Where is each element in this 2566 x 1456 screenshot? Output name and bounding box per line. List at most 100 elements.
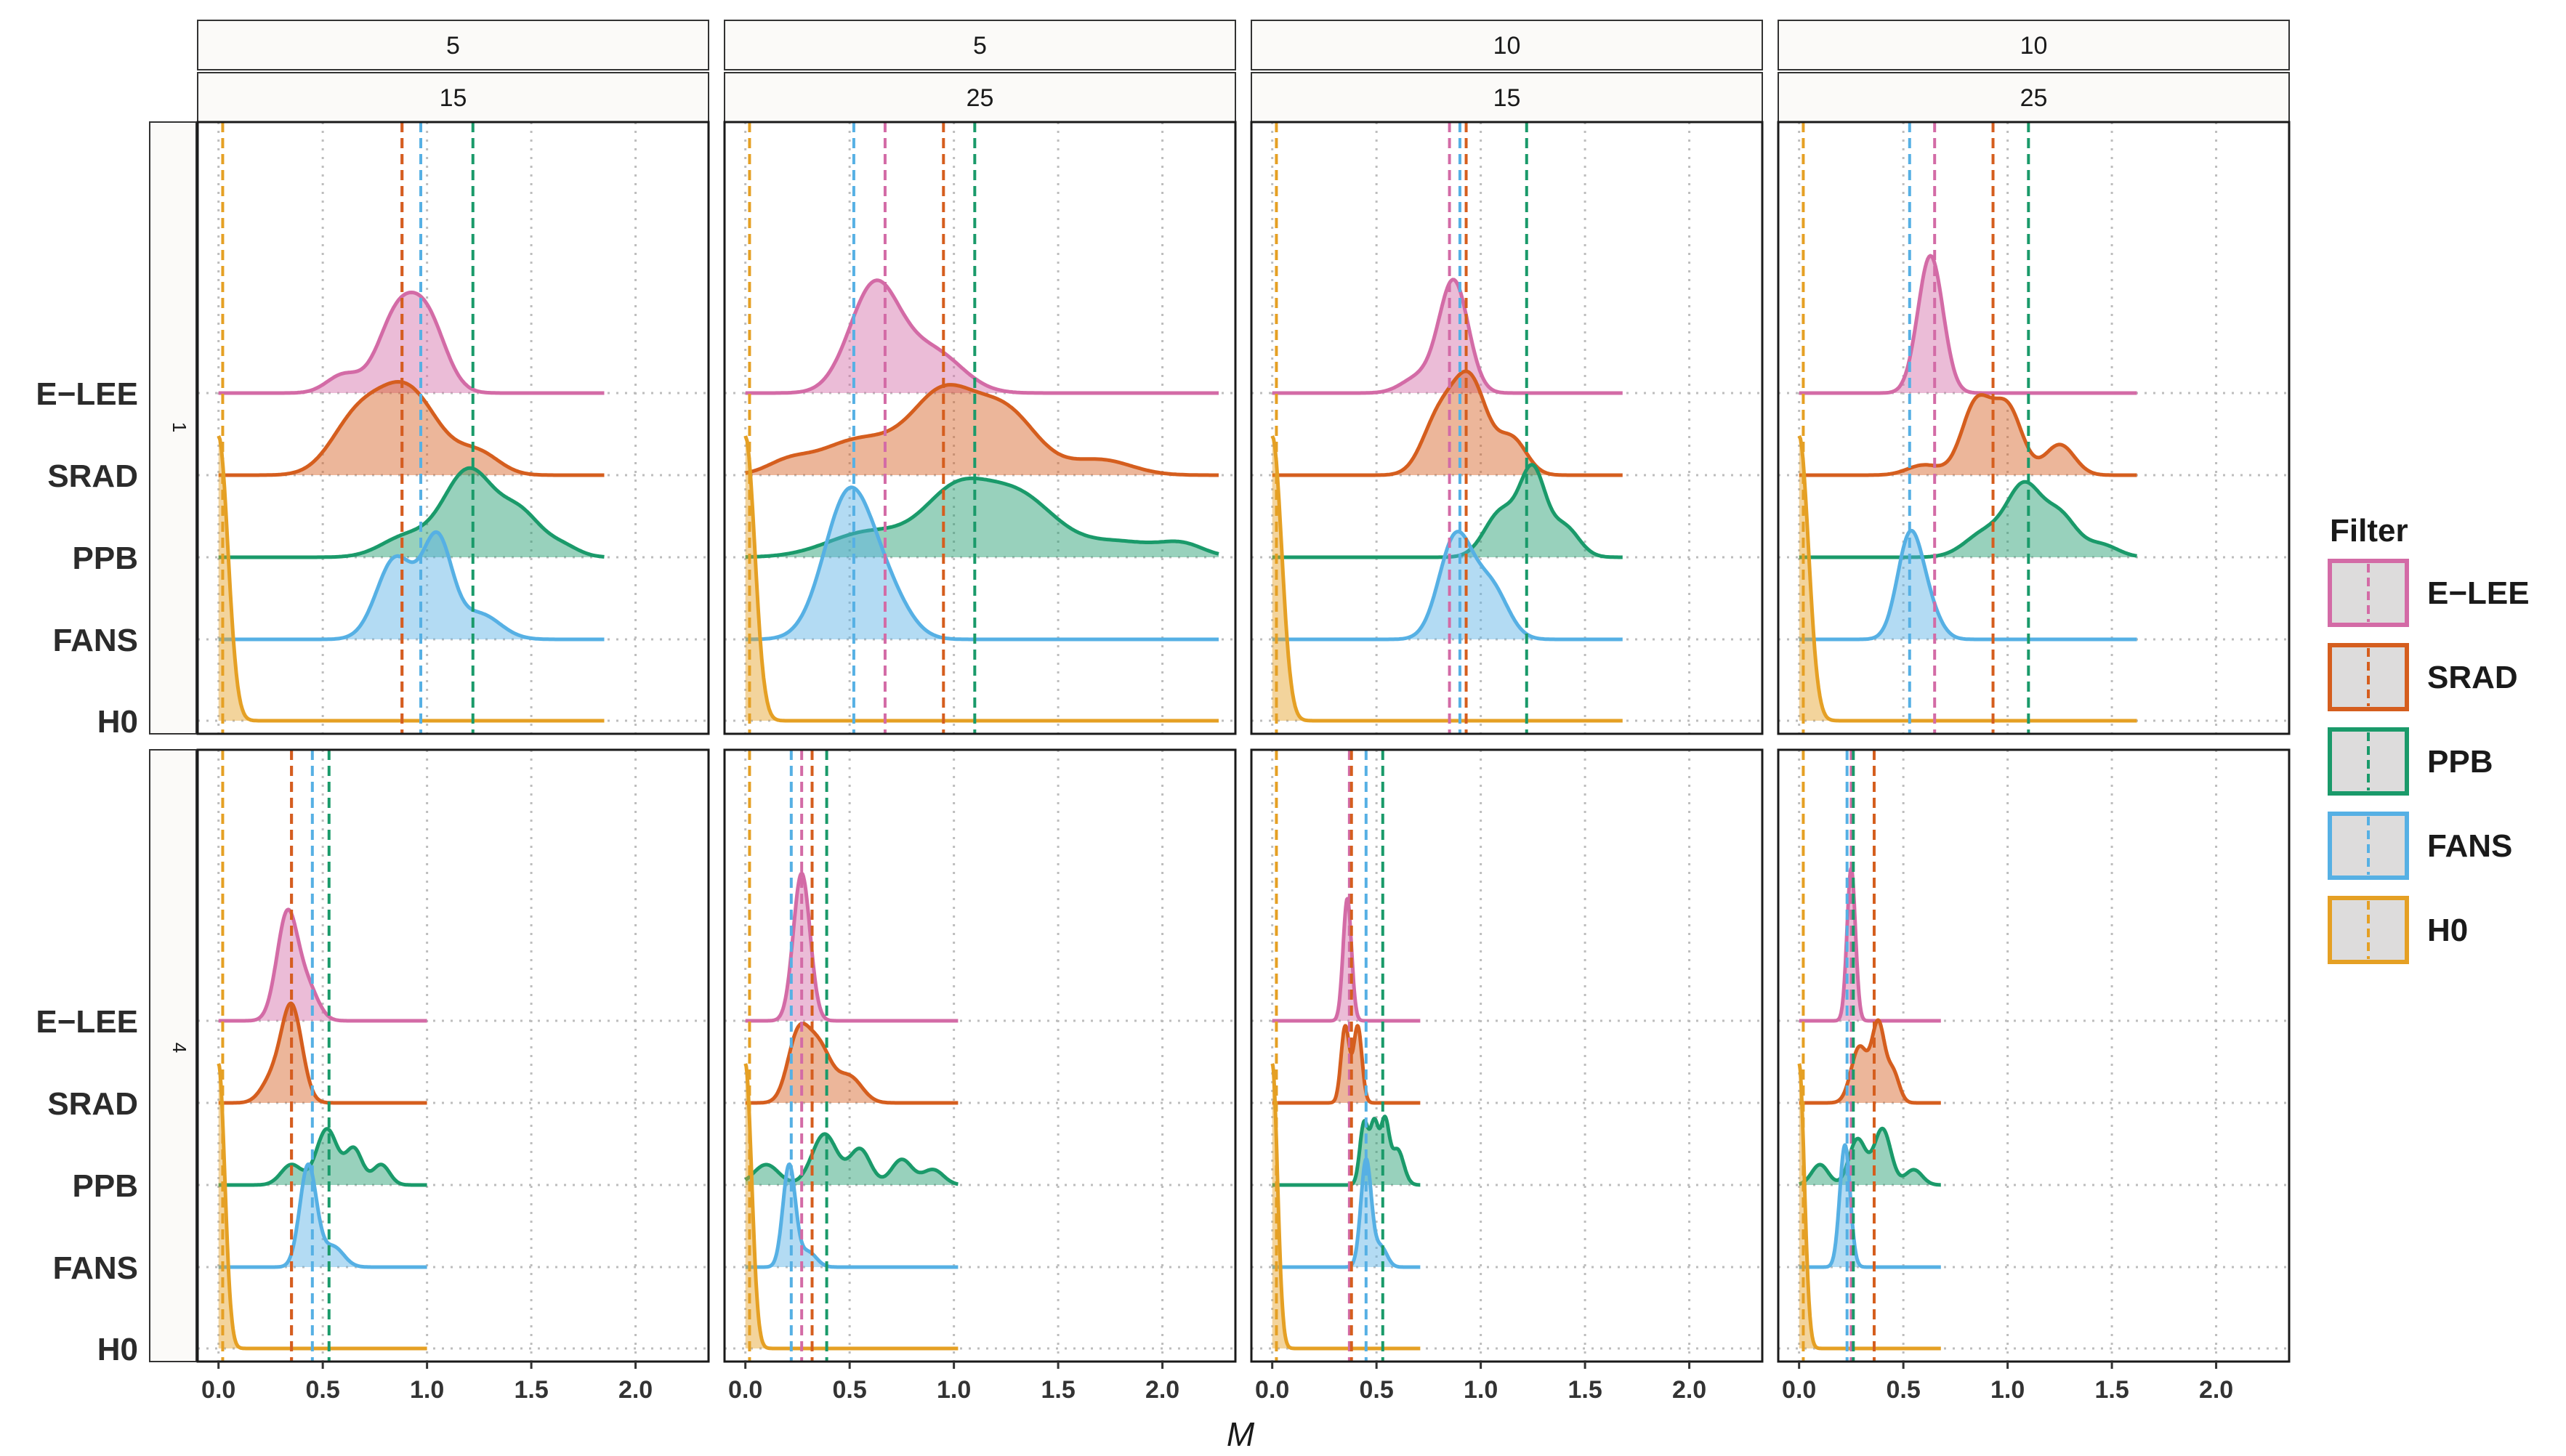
x-tick-label: 1.0: [410, 1376, 444, 1404]
x-tick-label: 1.5: [514, 1376, 548, 1404]
panel-background: [1251, 750, 1762, 1362]
row-strip: [149, 749, 197, 1362]
x-tick-label: 0.5: [1887, 1376, 1921, 1404]
density-area-srad: [1799, 395, 2137, 475]
density-line-e-lee: [217, 907, 428, 1023]
density-line-srad: [1797, 1018, 1942, 1105]
x-tick-label: 2.0: [1672, 1376, 1706, 1404]
row-strip-label: 1: [169, 422, 190, 432]
density-area-fans: [218, 532, 605, 639]
legend-entry: FANS: [2328, 812, 2512, 880]
category-label: PPB: [73, 1168, 138, 1204]
x-tick-label: 0.5: [306, 1376, 340, 1404]
panel: [1250, 121, 1764, 735]
density-area-ppb: [745, 1133, 959, 1185]
density-area-srad: [218, 1003, 427, 1103]
category-label: FANS: [53, 1250, 138, 1286]
density-area-e-lee: [1272, 279, 1623, 393]
column-strip-bottom-label: 25: [967, 84, 994, 112]
density-line-fans: [1271, 1157, 1422, 1269]
density-line-e-lee: [744, 871, 959, 1023]
legend-title: Filter: [2330, 513, 2408, 549]
density-area-srad: [1799, 1020, 1941, 1103]
density-area-srad: [218, 381, 605, 475]
panel: [723, 121, 1237, 735]
density-line-srad: [217, 1001, 428, 1105]
density-line-ppb: [1272, 463, 1623, 559]
panel-background: [198, 122, 709, 734]
density-area-fans: [218, 1164, 427, 1267]
panel-border: [1777, 748, 2291, 1363]
panel-border: [196, 748, 710, 1363]
density-line-e-lee: [1272, 278, 1623, 395]
density-line-ppb: [1271, 1115, 1422, 1187]
density-line-fans: [744, 1162, 959, 1269]
x-tick-label: 0.0: [1782, 1376, 1816, 1404]
x-axis-title: M: [1227, 1415, 1255, 1453]
density-area-e-lee: [218, 292, 605, 393]
density-line-h0: [217, 435, 605, 723]
density-line-h0: [1270, 1063, 1422, 1351]
x-tick-label: 0.0: [728, 1376, 762, 1404]
column-strip-top-label: 10: [1493, 32, 1521, 60]
column-strip-top-label: 10: [2020, 32, 2048, 60]
legend-entry: H0: [2328, 896, 2468, 964]
category-label: SRAD: [47, 458, 138, 494]
legend-label: SRAD: [2427, 660, 2518, 695]
x-tick-label: 2.0: [2199, 1376, 2233, 1404]
panel-border: [723, 121, 1237, 735]
density-line-fans: [218, 530, 605, 642]
density-line-h0: [1797, 434, 2138, 723]
legend-label: PPB: [2427, 744, 2493, 780]
panel-border: [723, 748, 1237, 1363]
legend-label: E−LEE: [2427, 575, 2530, 611]
density-line-e-lee: [1799, 254, 2138, 395]
density-line-ppb: [1799, 480, 2138, 559]
panel: [1777, 121, 2291, 735]
density-line-srad: [745, 383, 1219, 477]
density-area-fans: [745, 1164, 959, 1267]
density-line-e-lee: [218, 291, 605, 395]
x-tick-label: 1.0: [937, 1376, 971, 1404]
density-line-ppb: [745, 476, 1219, 559]
density-area-ppb: [745, 478, 1219, 557]
panel: 0.0 0.5 1.0 1.5 2.0: [196, 748, 710, 1404]
column-strip-bottom: [724, 72, 1236, 123]
density-line-h0: [743, 435, 1219, 723]
density-line-fans: [1797, 1143, 1942, 1269]
panel: 0.0 0.5 1.0 1.5 2.0: [1250, 748, 1764, 1404]
panel-border: [196, 121, 710, 735]
legend-label: H0: [2427, 913, 2468, 948]
category-label: SRAD: [47, 1086, 138, 1122]
column-strip-top: [724, 20, 1236, 70]
density-area-fans: [1272, 531, 1623, 639]
density-line-e-lee: [745, 278, 1219, 395]
column-strip-bottom-label: 25: [2020, 84, 2048, 112]
column-strip-top: [1778, 20, 2290, 70]
panel-background: [1251, 122, 1762, 734]
density-area-srad: [1272, 371, 1623, 475]
density-area-ppb: [218, 468, 605, 557]
density-line-h0: [217, 1063, 428, 1351]
legend-entry: SRAD: [2328, 643, 2518, 711]
column-strip-bottom-label: 15: [440, 84, 467, 112]
x-tick-label: 0.0: [1255, 1376, 1289, 1404]
density-line-fans: [1272, 530, 1623, 642]
x-tick-label: 2.0: [618, 1376, 653, 1404]
density-line-h0: [1270, 434, 1623, 723]
density-line-ppb: [217, 1127, 428, 1187]
panel-background: [725, 750, 1235, 1362]
density-line-ppb: [744, 1132, 959, 1186]
x-tick-label: 1.0: [1464, 1376, 1498, 1404]
panel-border: [1250, 121, 1764, 735]
x-tick-label: 0.5: [833, 1376, 867, 1404]
row-strip: [149, 121, 197, 735]
x-tick-label: 1.0: [1990, 1376, 2025, 1404]
category-label: H0: [97, 1332, 138, 1367]
density-area-e-lee: [1272, 899, 1421, 1021]
density-area-e-lee: [745, 280, 1219, 393]
density-line-e-lee: [1797, 866, 1942, 1023]
column-strip-bottom: [1778, 72, 2290, 123]
density-line-srad: [218, 380, 605, 477]
column-strip-bottom: [197, 72, 709, 123]
